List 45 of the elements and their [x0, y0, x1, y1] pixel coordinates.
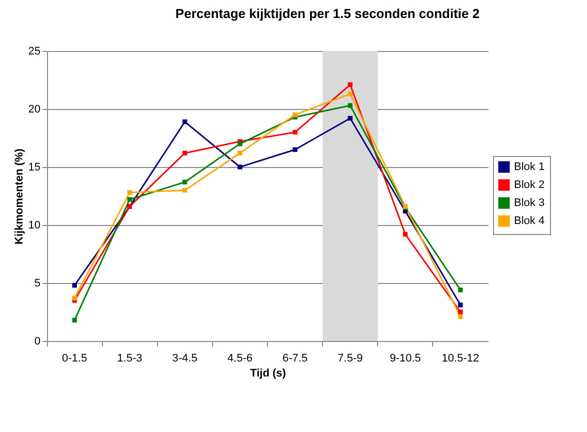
legend-label: Blok 4: [514, 215, 545, 227]
point: [238, 164, 242, 170]
point: [348, 103, 353, 108]
point: [458, 314, 463, 319]
y-tick-label: 10: [28, 220, 40, 232]
x-tick-label: 4.5-6: [227, 352, 252, 364]
x-tick-label: 6-7.5: [282, 352, 308, 364]
point: [458, 310, 463, 314]
y-tick-label: 0: [34, 336, 40, 348]
y-axis-title: Kijkmomenten (%): [13, 148, 26, 244]
point: [292, 112, 298, 118]
point: [127, 197, 132, 202]
x-tick-label: 1.5-3: [117, 352, 142, 364]
x-tick-label: 10.5-12: [442, 352, 480, 364]
point: [182, 188, 188, 193]
point: [72, 296, 77, 300]
x-tick-label: 0-1.5: [62, 352, 88, 364]
legend-label: Blok 1: [514, 161, 545, 173]
point: [182, 180, 188, 184]
point: [348, 116, 353, 121]
x-tick-label: 9-10.5: [390, 352, 421, 364]
point: [458, 288, 463, 292]
point: [402, 232, 408, 237]
point: [72, 282, 77, 288]
point: [127, 190, 132, 195]
legend-label: Blok 3: [514, 197, 545, 209]
point: [348, 82, 353, 87]
point: [292, 147, 298, 152]
x-axis-title: Tijd (s): [250, 368, 286, 380]
x-tick-label: 7.5-9: [338, 352, 363, 364]
y-tick-label: 15: [28, 162, 40, 174]
point: [238, 141, 242, 146]
x-tick-label: 3-4.5: [172, 352, 198, 364]
legend-label: Blok 2: [514, 179, 545, 191]
point: [72, 318, 77, 322]
y-tick-label: 20: [28, 104, 40, 116]
point: [182, 150, 188, 156]
point: [292, 130, 298, 135]
y-tick-label: 25: [28, 46, 40, 58]
point: [348, 92, 353, 96]
y-tick-label: 5: [34, 278, 40, 290]
chart-title: Percentage kijktijden per 1.5 seconden conditie 2: [175, 6, 480, 21]
point: [238, 150, 242, 156]
point: [458, 302, 463, 308]
point: [182, 119, 188, 124]
